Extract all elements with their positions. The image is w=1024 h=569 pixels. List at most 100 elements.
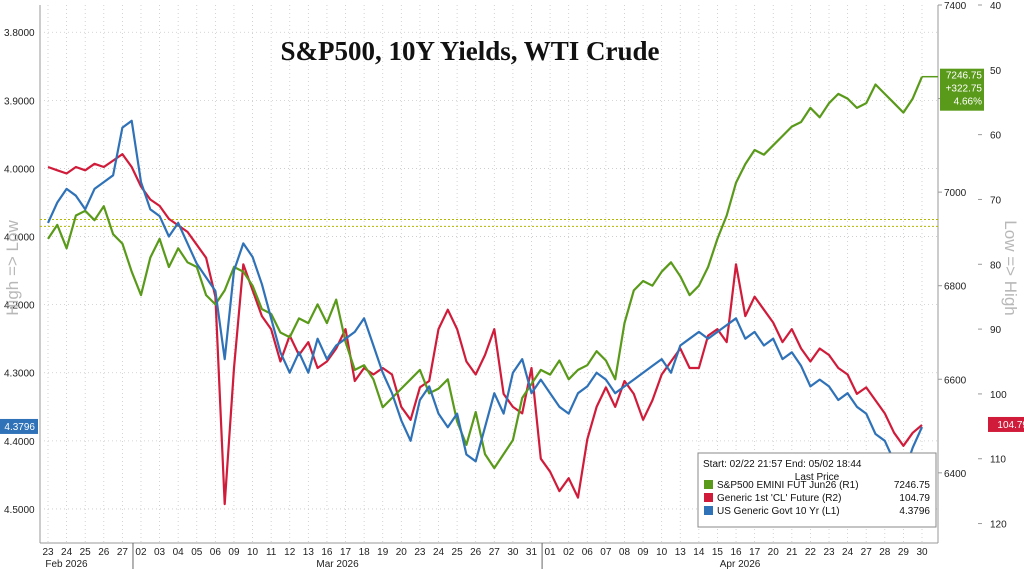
x-tick-label: 31 — [526, 547, 538, 558]
legend-label: Generic 1st 'CL' Future (R2) — [717, 493, 841, 504]
series-line — [46, 119, 924, 476]
legend-box — [697, 452, 937, 528]
r2-tick-label: 40 — [990, 1, 1002, 12]
x-tick-label: 20 — [396, 547, 408, 558]
crude-last-value: 104.79 — [997, 420, 1024, 431]
x-tick-label: 24 — [433, 547, 445, 558]
x-tick-label: 26 — [470, 547, 482, 558]
r2-tick-label: 70 — [990, 195, 1002, 206]
x-tick-label: 29 — [898, 547, 910, 558]
x-tick-label: 13 — [675, 547, 687, 558]
left-tick-label: 4.5000 — [4, 505, 35, 516]
left-tick-label: 4.3000 — [4, 369, 35, 380]
legend-rows: S&P500 EMINI FUT Jun26 (R1) 7246.75 Generi… — [704, 480, 930, 517]
legend-value: 4.3796 — [899, 506, 930, 517]
legend-label: S&P500 EMINI FUT Jun26 (R1) — [717, 480, 859, 491]
left-tick-label: 4.1000 — [4, 233, 35, 244]
x-tick-label: 18 — [359, 547, 371, 558]
x-month-label: Apr 2026 — [720, 559, 761, 569]
x-tick-label: 22 — [805, 547, 817, 558]
x-month-label: Feb 2026 — [45, 559, 88, 569]
x-tick-label: 16 — [730, 547, 742, 558]
left-tick-label: 4.2000 — [4, 301, 35, 312]
x-tick-label: 04 — [173, 547, 185, 558]
x-tick-label: 12 — [284, 547, 296, 558]
r2-tick-label: 90 — [990, 325, 1002, 336]
x-tick-label: 16 — [321, 547, 333, 558]
legend-value: 104.79 — [899, 493, 930, 504]
x-tick-label: 05 — [191, 547, 203, 558]
legend: Start: 02/22 21:57 End: 05/02 18:44 Last… — [697, 452, 937, 528]
left-tick-label: 4.4000 — [4, 437, 35, 448]
x-tick-label: 03 — [154, 547, 166, 558]
left-axis: 3.8000 3.9000 4.0000 4.1000 4.2000 4.3000 4.40… — [4, 28, 35, 516]
series-line — [47, 153, 923, 506]
r2-tick-label: 50 — [990, 66, 1002, 77]
x-tick-label: 23 — [414, 547, 426, 558]
r1-tick-label: 7400 — [944, 1, 967, 12]
yield-last-tag — [0, 418, 38, 434]
x-tick-label: 24 — [842, 547, 854, 558]
left-tick-label: 3.9000 — [4, 96, 35, 107]
legend-subheader: Last Price — [795, 472, 840, 483]
value-tags: 7246.75 +322.75 4.66% 104.79 4.3796 — [0, 68, 1024, 434]
x-tick-label: 15 — [712, 547, 724, 558]
x-tick-label: 20 — [768, 547, 780, 558]
x-tick-label: 06 — [582, 547, 594, 558]
grid-lines — [39, 5, 939, 544]
series-layer — [46, 76, 924, 506]
legend-swatch — [704, 506, 713, 515]
x-tick-label: 21 — [786, 547, 798, 558]
chart-title: S&P500, 10Y Yields, WTI Crude — [280, 36, 659, 66]
x-tick-label: 24 — [61, 547, 73, 558]
legend-value: 7246.75 — [894, 480, 931, 491]
x-tick-label: 14 — [693, 547, 705, 558]
x-month-label: Mar 2026 — [316, 559, 359, 569]
r2-tick-label: 80 — [990, 260, 1002, 271]
x-tick-label: 10 — [656, 547, 668, 558]
x-axis: 23 24 25 26 27 02 03 04 05 06 09 10 11 12 13 16 17 18 19 20… — [42, 543, 928, 569]
r1-tick-label: 6800 — [944, 282, 967, 293]
x-tick-label: 11 — [266, 547, 277, 558]
x-tick-label: 30 — [507, 547, 519, 558]
r2-tick-label: 110 — [990, 455, 1006, 466]
legend-swatch — [704, 493, 713, 502]
x-tick-label: 17 — [340, 547, 352, 558]
x-tick-label: 01 — [545, 547, 557, 558]
legend-header: Start: 02/22 21:57 End: 05/02 18:44 — [703, 459, 862, 470]
x-tick-label: 10 — [247, 547, 259, 558]
x-tick-label: 25 — [80, 547, 92, 558]
x-tick-label: 13 — [303, 547, 315, 558]
x-tick-label: 26 — [98, 547, 110, 558]
left-axis-label: High => Low — [3, 220, 22, 316]
sp500-last-tag — [940, 68, 984, 111]
x-tick-label: 19 — [377, 547, 389, 558]
x-tick-label: 09 — [228, 547, 240, 558]
x-tick-label: 09 — [638, 547, 650, 558]
r1-tick-label: 6600 — [944, 375, 967, 386]
x-tick-label: 02 — [563, 547, 575, 558]
yield-last-value: 4.3796 — [4, 422, 35, 433]
x-tick-label: 07 — [600, 547, 612, 558]
x-tick-label: 17 — [749, 547, 761, 558]
series-line — [47, 76, 924, 470]
x-tick-label: 27 — [489, 547, 501, 558]
x-tick-label: 06 — [210, 547, 222, 558]
left-tick-label: 4.0000 — [4, 164, 35, 175]
x-tick-label: 27 — [117, 547, 129, 558]
x-tick-label: 30 — [916, 547, 928, 558]
legend-label: US Generic Govt 10 Yr (L1) — [717, 506, 840, 517]
x-tick-label: 08 — [619, 547, 631, 558]
sp500-pct-change: 4.66% — [954, 97, 982, 108]
x-tick-label: 25 — [452, 547, 464, 558]
sp500-change: +322.75 — [946, 84, 983, 95]
legend-swatch — [704, 480, 713, 489]
left-tick-label: 3.8000 — [4, 28, 35, 39]
sp500-last-value: 7246.75 — [946, 71, 983, 82]
crude-last-tag — [988, 416, 1024, 432]
x-tick-label: 28 — [879, 547, 891, 558]
r1-tick-label: 7000 — [944, 188, 967, 199]
right-axis-label: Low => High — [1001, 220, 1020, 315]
x-tick-label: 23 — [42, 547, 54, 558]
